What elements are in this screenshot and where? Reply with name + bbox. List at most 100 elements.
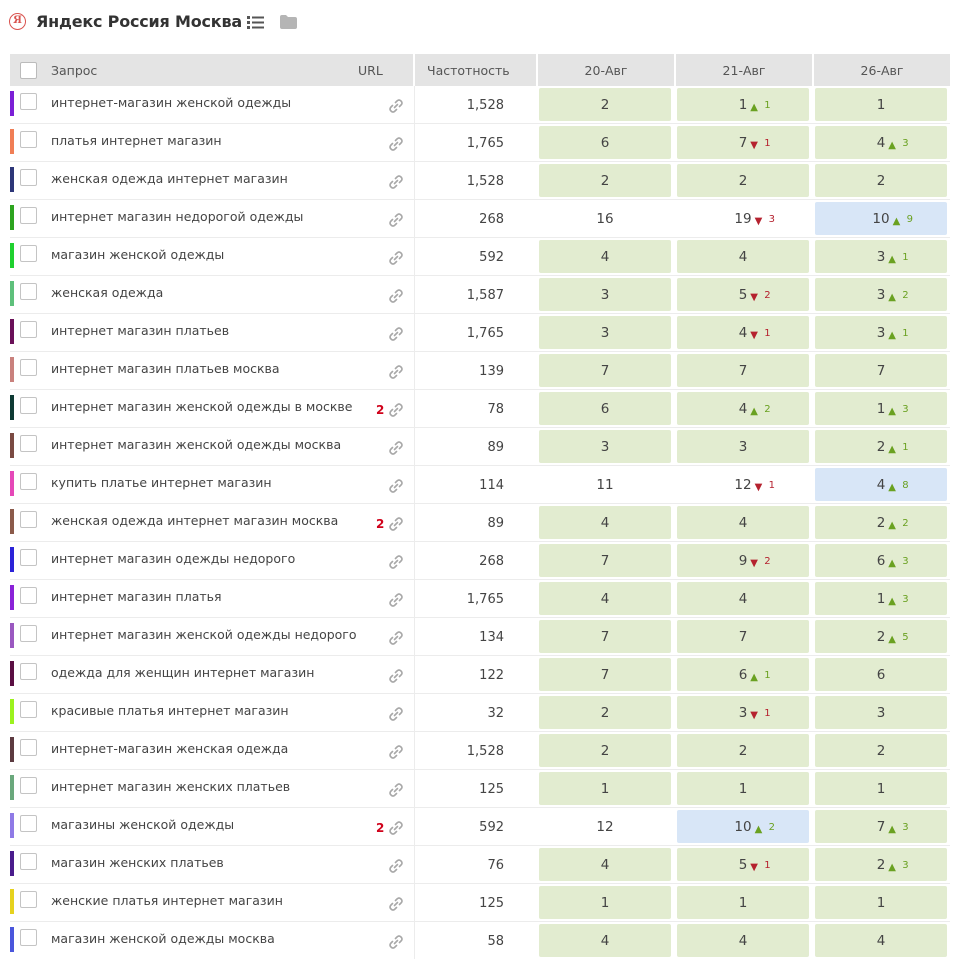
- row-checkbox[interactable]: [20, 169, 37, 186]
- position-cell[interactable]: 7: [539, 544, 671, 577]
- position-cell[interactable]: 3 ▲ 1: [815, 240, 947, 273]
- position-cell[interactable]: 3: [539, 316, 671, 349]
- row-checkbox[interactable]: [20, 359, 37, 376]
- row-checkbox[interactable]: [20, 929, 37, 946]
- position-cell[interactable]: 4: [539, 240, 671, 273]
- position-cell[interactable]: 5 ▼ 1: [677, 848, 809, 881]
- position-cell[interactable]: 7: [539, 658, 671, 691]
- query-text[interactable]: магазины женской одежды: [51, 817, 235, 832]
- table-row[interactable]: интернет магазин женской одежды недорого…: [10, 618, 950, 656]
- position-cell[interactable]: 3: [815, 696, 947, 729]
- table-row[interactable]: интернет-магазин женской одежды 1,528 2 1 ▲ 1…: [10, 86, 950, 124]
- row-checkbox[interactable]: [20, 435, 37, 452]
- position-cell[interactable]: 4: [815, 924, 947, 957]
- position-cell[interactable]: 10 ▲ 2: [677, 810, 809, 843]
- position-cell[interactable]: 4: [539, 848, 671, 881]
- row-checkbox[interactable]: [20, 511, 37, 528]
- position-cell[interactable]: 1: [677, 772, 809, 805]
- table-row[interactable]: одежда для женщин интернет магазин 122 7 6 ▲…: [10, 656, 950, 694]
- link-icon[interactable]: [388, 440, 404, 456]
- position-cell[interactable]: 5 ▼ 2: [677, 278, 809, 311]
- position-cell[interactable]: 2 ▲ 5: [815, 620, 947, 653]
- url-count-badge[interactable]: 2: [376, 403, 385, 417]
- position-cell[interactable]: 2: [539, 734, 671, 767]
- link-icon[interactable]: [388, 174, 404, 190]
- query-text[interactable]: женская одежда интернет магазин: [51, 171, 288, 186]
- position-cell[interactable]: 16: [539, 202, 671, 235]
- row-checkbox[interactable]: [20, 131, 37, 148]
- query-text[interactable]: женская одежда интернет магазин москва: [51, 513, 339, 528]
- position-cell[interactable]: 7: [539, 354, 671, 387]
- query-text[interactable]: интернет магазин женских платьев: [51, 779, 291, 794]
- column-header-date-1[interactable]: 20-Авг: [584, 63, 628, 78]
- position-cell[interactable]: 2: [815, 164, 947, 197]
- query-text[interactable]: интернет-магазин женской одежды: [51, 95, 292, 110]
- position-cell[interactable]: 1: [539, 772, 671, 805]
- table-row[interactable]: магазин женских платьев 76 4 5 ▼ 1 2 ▲ 3: [10, 846, 950, 884]
- position-cell[interactable]: 4 ▲ 3: [815, 126, 947, 159]
- position-cell[interactable]: 3: [539, 430, 671, 463]
- link-icon[interactable]: [388, 288, 404, 304]
- position-cell[interactable]: 4: [677, 240, 809, 273]
- table-row[interactable]: интернет магазин недорогой одежды 268 16 19…: [10, 200, 950, 238]
- table-row[interactable]: платья интернет магазин 1,765 6 7 ▼ 1 4 ▲ 3: [10, 124, 950, 162]
- query-text[interactable]: купить платье интернет магазин: [51, 475, 272, 490]
- table-row[interactable]: красивые платья интернет магазин 32 2 3 ▼ 1 3: [10, 694, 950, 732]
- link-icon[interactable]: [388, 820, 404, 836]
- position-cell[interactable]: 6: [815, 658, 947, 691]
- position-cell[interactable]: 7 ▼ 1: [677, 126, 809, 159]
- position-cell[interactable]: 4: [539, 924, 671, 957]
- row-checkbox[interactable]: [20, 321, 37, 338]
- table-row[interactable]: женская одежда интернет магазин москва 2 8…: [10, 504, 950, 542]
- link-icon[interactable]: [388, 326, 404, 342]
- table-row[interactable]: магазины женской одежды 2 592 12 10 ▲ 2 7 ▲ 3: [10, 808, 950, 846]
- position-cell[interactable]: 4 ▲ 8: [815, 468, 947, 501]
- table-row[interactable]: интернет магазин платья 1,765 4 4 1 ▲ 3: [10, 580, 950, 618]
- position-cell[interactable]: 9 ▼ 2: [677, 544, 809, 577]
- table-row[interactable]: магазин женской одежды 592 4 4 3 ▲ 1: [10, 238, 950, 276]
- position-cell[interactable]: 7: [677, 354, 809, 387]
- position-cell[interactable]: 4: [539, 506, 671, 539]
- position-cell[interactable]: 1: [815, 772, 947, 805]
- position-cell[interactable]: 6: [539, 126, 671, 159]
- position-cell[interactable]: 4: [677, 506, 809, 539]
- position-cell[interactable]: 6 ▲ 1: [677, 658, 809, 691]
- position-cell[interactable]: 1 ▲ 1: [677, 88, 809, 121]
- position-cell[interactable]: 2: [677, 734, 809, 767]
- query-text[interactable]: интернет магазин платьев: [51, 323, 230, 338]
- row-checkbox[interactable]: [20, 625, 37, 642]
- column-header-query[interactable]: Запрос: [51, 63, 98, 78]
- position-cell[interactable]: 2 ▲ 1: [815, 430, 947, 463]
- position-cell[interactable]: 2: [539, 696, 671, 729]
- position-cell[interactable]: 11: [539, 468, 671, 501]
- row-checkbox[interactable]: [20, 283, 37, 300]
- url-count-badge[interactable]: 2: [376, 517, 385, 531]
- link-icon[interactable]: [388, 250, 404, 266]
- position-cell[interactable]: 1: [815, 88, 947, 121]
- row-checkbox[interactable]: [20, 891, 37, 908]
- link-icon[interactable]: [388, 896, 404, 912]
- link-icon[interactable]: [388, 212, 404, 228]
- link-icon[interactable]: [388, 934, 404, 950]
- link-icon[interactable]: [388, 592, 404, 608]
- link-icon[interactable]: [388, 706, 404, 722]
- column-header-frequency[interactable]: Частотность: [427, 63, 510, 78]
- position-cell[interactable]: 3: [539, 278, 671, 311]
- position-cell[interactable]: 12 ▼ 1: [677, 468, 809, 501]
- query-text[interactable]: платья интернет магазин: [51, 133, 222, 148]
- folder-icon[interactable]: [280, 15, 297, 29]
- row-checkbox[interactable]: [20, 549, 37, 566]
- table-row[interactable]: интернет магазин одежды недорого 268 7 9 ▼ 2 6…: [10, 542, 950, 580]
- link-icon[interactable]: [388, 98, 404, 114]
- row-checkbox[interactable]: [20, 663, 37, 680]
- position-cell[interactable]: 7 ▲ 3: [815, 810, 947, 843]
- query-text[interactable]: интернет магазин платьев москва: [51, 361, 280, 376]
- query-text[interactable]: красивые платья интернет магазин: [51, 703, 289, 718]
- row-checkbox[interactable]: [20, 397, 37, 414]
- position-cell[interactable]: 4: [539, 582, 671, 615]
- row-checkbox[interactable]: [20, 777, 37, 794]
- table-row[interactable]: интернет магазин платьев 1,765 3 4 ▼ 1 3 ▲ 1: [10, 314, 950, 352]
- table-row[interactable]: интернет магазин платьев москва 139 7 7 7: [10, 352, 950, 390]
- row-checkbox[interactable]: [20, 245, 37, 262]
- query-text[interactable]: интернет-магазин женская одежда: [51, 741, 289, 756]
